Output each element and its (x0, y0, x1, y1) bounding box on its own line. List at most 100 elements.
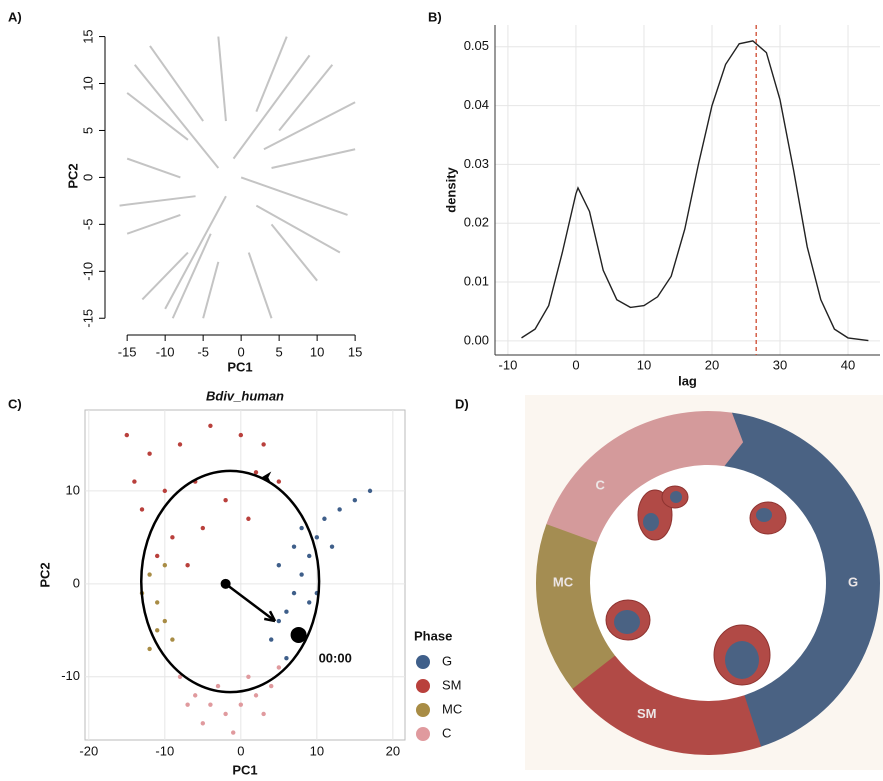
segment (119, 195, 196, 207)
point (177, 674, 183, 679)
segment (164, 195, 227, 310)
point (200, 721, 206, 726)
legend-swatch (416, 679, 430, 693)
cycle-ellipse (139, 469, 321, 694)
segment (126, 92, 189, 141)
point (139, 507, 145, 512)
segment (149, 45, 204, 122)
x-tick-label: -5 (197, 344, 209, 359)
point (276, 563, 282, 568)
segment (247, 252, 273, 319)
x-tick-label: 10 (637, 357, 651, 372)
y-tick-label: -10 (61, 668, 80, 683)
point (155, 628, 160, 633)
x-tick-label: 20 (386, 743, 400, 758)
point (261, 711, 266, 717)
panel-label: C) (8, 396, 22, 411)
legend-swatch (416, 655, 430, 669)
nucleus (756, 508, 772, 522)
x-axis-label: PC1 (232, 762, 257, 777)
x-tick-label: 0 (238, 344, 245, 359)
x-tick-label: 40 (841, 357, 855, 372)
point (208, 423, 213, 429)
phase-arrow (224, 582, 276, 623)
y-tick-label: 10 (80, 76, 95, 90)
nucleus (670, 491, 682, 503)
segment (240, 176, 348, 216)
segment (255, 204, 341, 254)
point (231, 730, 236, 735)
point (276, 479, 282, 484)
point (246, 516, 251, 521)
x-tick-label: 10 (310, 344, 324, 359)
y-axis-label: density (443, 166, 458, 212)
segment (126, 214, 181, 235)
y-tick-label: 0.02 (464, 215, 489, 230)
y-tick-label: 0.00 (464, 332, 489, 347)
y-tick-label: 0.01 (464, 273, 489, 288)
point (246, 674, 251, 679)
y-tick-label: 0.04 (464, 97, 489, 112)
segment (133, 64, 220, 169)
y-tick-label: -5 (80, 219, 95, 231)
panel-label: D) (455, 396, 469, 411)
point (147, 451, 152, 456)
phase-segment (724, 412, 881, 747)
point (185, 702, 190, 707)
direction-arrowhead (261, 471, 272, 484)
legend-label: C (442, 725, 451, 740)
point (177, 442, 183, 447)
point (170, 637, 175, 642)
point (162, 488, 168, 494)
plot-panel (84, 409, 406, 741)
point (307, 600, 312, 605)
phase-label: MC (553, 574, 574, 589)
point (284, 609, 289, 614)
y-tick-label: -15 (80, 309, 95, 328)
point (276, 665, 282, 670)
x-tick-label: -10 (155, 743, 174, 758)
legend-label: MC (442, 701, 462, 716)
point (162, 618, 168, 624)
point (329, 544, 335, 549)
cell-illustrations (605, 485, 787, 686)
x-axis-label: lag (678, 373, 697, 388)
point (170, 535, 175, 540)
x-tick-label: -10 (499, 357, 518, 372)
x-tick-label: 30 (773, 357, 787, 372)
y-tick-label: 15 (80, 29, 95, 43)
point (200, 525, 206, 531)
point (269, 637, 274, 642)
segment (232, 54, 311, 160)
legend-title: Phase (414, 628, 452, 643)
segment (271, 148, 356, 169)
x-tick-label: 5 (276, 344, 283, 359)
x-tick-label: -15 (118, 344, 137, 359)
x-tick-label: -20 (79, 743, 98, 758)
legend-label: SM (442, 677, 462, 692)
segment (202, 261, 220, 319)
chart-title: Bdiv_human (206, 388, 284, 403)
point (162, 563, 168, 568)
point (155, 600, 160, 605)
point (291, 590, 297, 596)
point (307, 553, 312, 559)
nucleus (725, 641, 759, 679)
point (185, 563, 190, 568)
phase-label: C (596, 477, 606, 492)
segment (217, 36, 227, 122)
point (322, 516, 327, 521)
point (147, 646, 152, 652)
point (215, 683, 221, 689)
point (238, 702, 244, 707)
point (238, 432, 244, 438)
annotation: 00:00 (319, 650, 352, 665)
point (276, 618, 282, 624)
y-tick-label: 10 (66, 482, 80, 497)
point (261, 442, 266, 447)
x-tick-label: 0 (572, 357, 579, 372)
point (269, 683, 274, 689)
density-line (521, 40, 869, 342)
y-tick-label: 0.05 (464, 38, 489, 53)
point (155, 553, 160, 559)
